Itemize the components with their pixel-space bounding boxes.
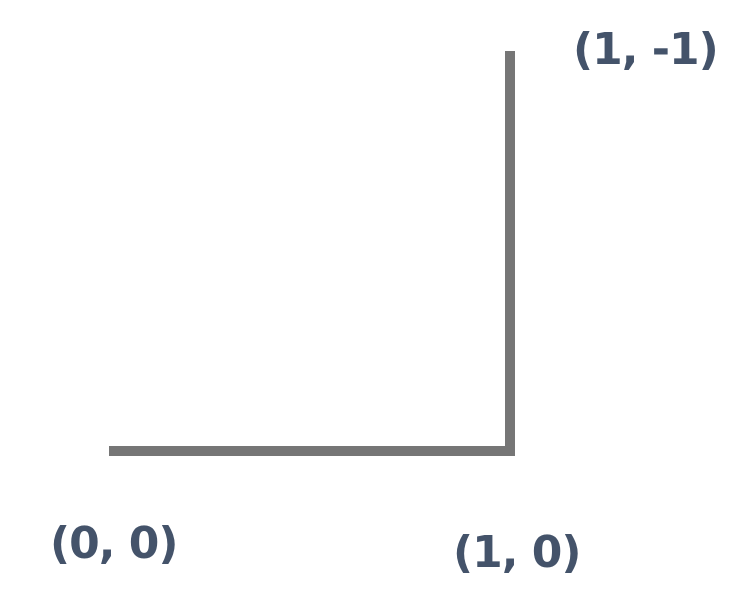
point-label-top: (1, -1) [573, 24, 718, 75]
point-label-origin: (0, 0) [50, 518, 177, 569]
path-line [109, 51, 515, 456]
point-label-corner: (1, 0) [453, 527, 580, 578]
